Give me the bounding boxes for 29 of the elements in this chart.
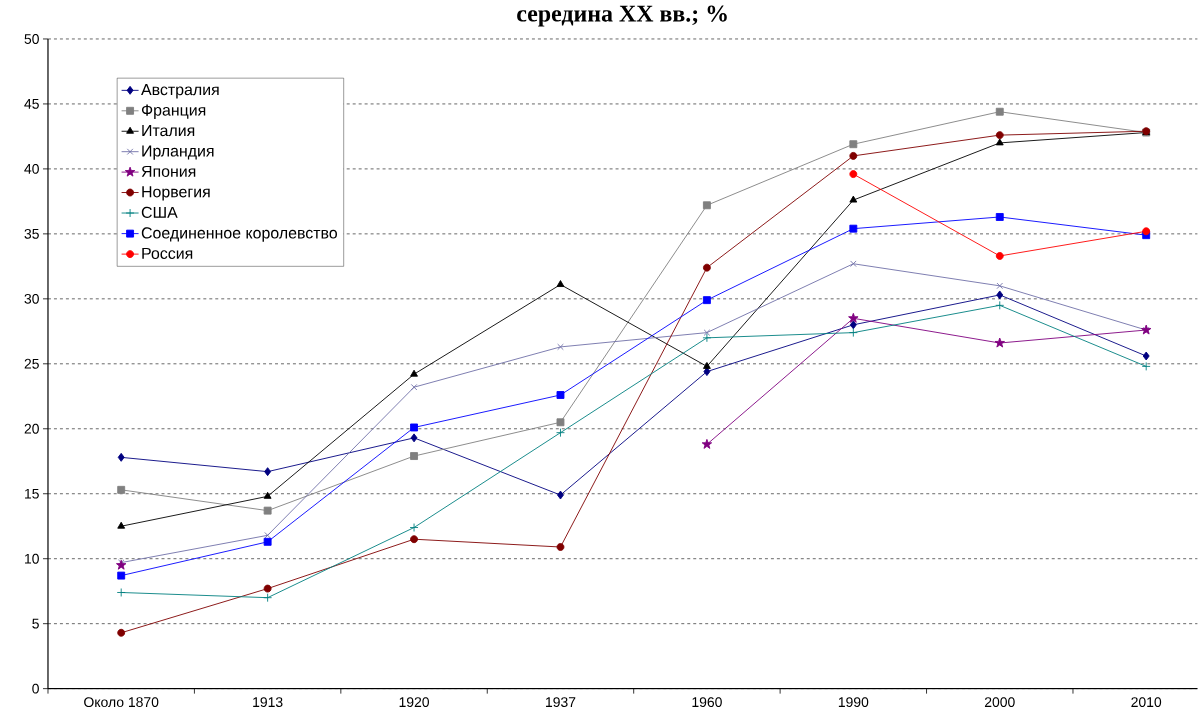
x-tick-label: 1920 xyxy=(399,697,430,708)
y-tick-label: 25 xyxy=(24,359,39,369)
legend-label: Австралия xyxy=(141,84,219,99)
legend-label: Норвегия xyxy=(142,186,210,201)
x-tick-label: Около 1870 xyxy=(84,697,159,708)
x-tick-label: 2000 xyxy=(984,697,1015,708)
y-tick-label: 30 xyxy=(24,294,39,304)
x-tick-label: 2010 xyxy=(1131,697,1162,708)
legend-label: Япония xyxy=(141,166,196,178)
y-tick-label: 45 xyxy=(24,99,39,109)
legend-label: Соединенное королевство xyxy=(141,227,338,242)
legend-label: Италия xyxy=(142,125,195,137)
legend-label: Франция xyxy=(141,104,206,120)
chart-title: середина XX вв.; % xyxy=(517,5,727,27)
legend-label: США xyxy=(141,206,178,219)
y-tick-label: 10 xyxy=(25,553,39,564)
legend-label: Ирландия xyxy=(142,145,214,160)
x-tick-label: 1937 xyxy=(546,697,576,708)
y-tick-label: 40 xyxy=(24,164,39,175)
x-tick-label: 1990 xyxy=(838,697,869,708)
x-tick-label: 1913 xyxy=(253,697,283,708)
x-tick-label: 1960 xyxy=(692,697,722,708)
y-tick-label: 5 xyxy=(32,619,39,629)
y-tick-label: 15 xyxy=(25,489,39,499)
legend-label: Россия xyxy=(142,248,193,260)
y-tick-label: 35 xyxy=(24,229,39,239)
y-tick-label: 20 xyxy=(24,424,39,434)
y-tick-label: 0 xyxy=(32,683,39,694)
y-tick-label: 50 xyxy=(24,34,39,45)
